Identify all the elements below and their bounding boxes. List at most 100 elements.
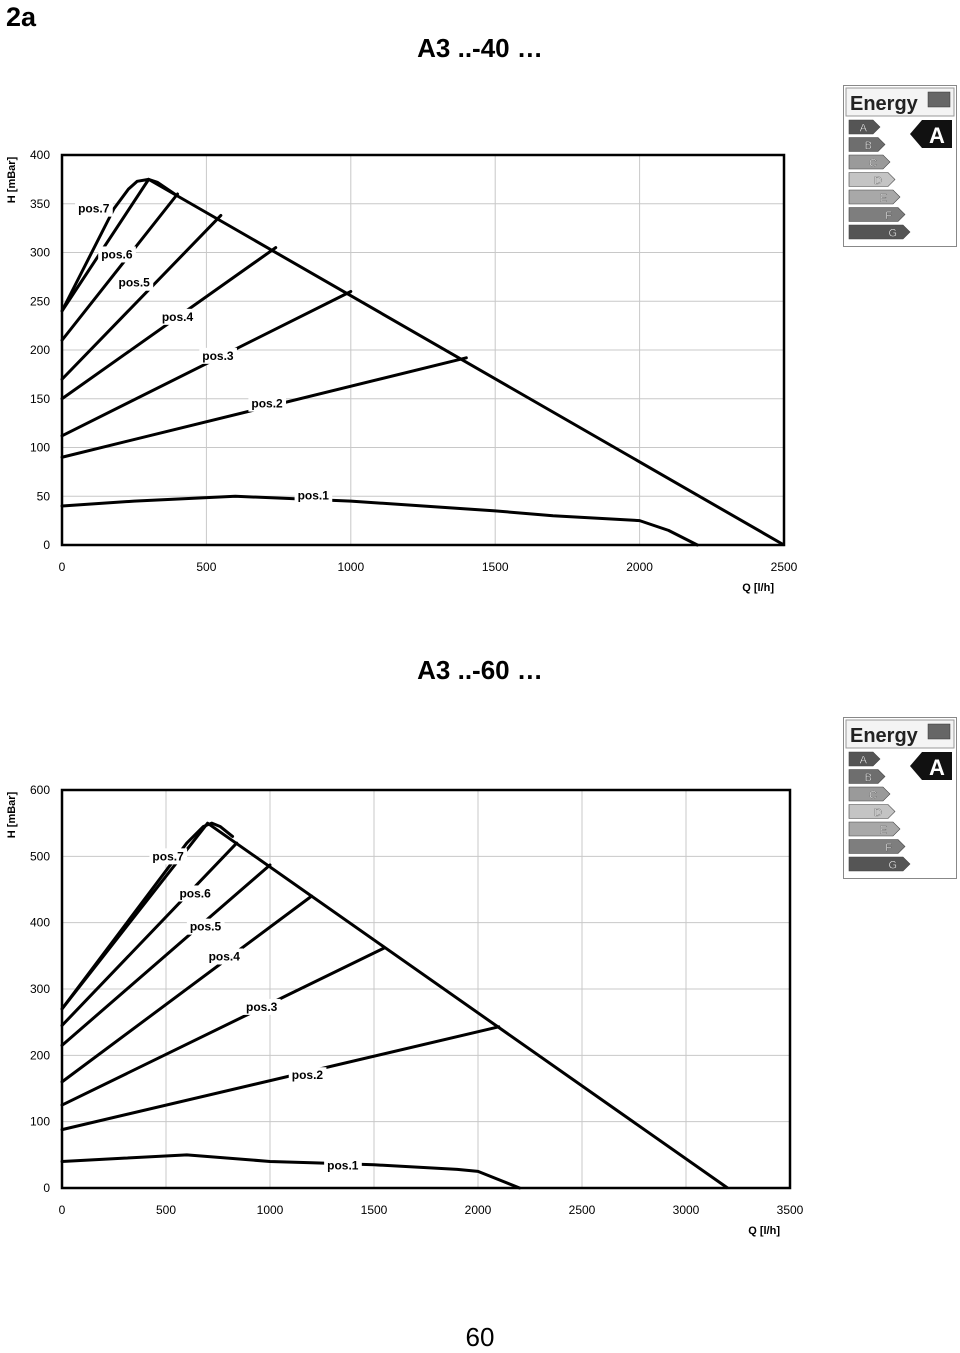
curve-pos-2 [60,1025,501,1132]
svg-text:C: C [869,790,877,802]
curve-pos-3 [60,946,386,1107]
energy-title: Energy [850,725,919,747]
curve-label-pos-4: pos.4 [205,948,244,965]
y-tick-label: 100 [30,1115,50,1129]
curve-pos-7 [60,821,235,1011]
svg-text:pos.6: pos.6 [179,886,211,900]
x-tick-label: 0 [59,560,66,574]
section-label: 2a [6,2,37,32]
curve-label-pos-7: pos.7 [149,848,188,865]
svg-text:pos.4: pos.4 [209,949,241,963]
energy-class-f: F [848,207,906,222]
max-envelope-line [60,821,729,1190]
svg-text:pos.4: pos.4 [162,310,194,324]
svg-text:B: B [865,140,872,152]
svg-text:G: G [888,860,897,872]
energy-class-e: E [848,821,901,837]
eu-flag-icon [927,723,951,740]
curve-pos-6 [60,841,239,1027]
x-tick-label: 2000 [465,1203,492,1217]
svg-text:B: B [865,772,872,784]
y-tick-label: 0 [43,1181,50,1195]
y-tick-label: 150 [30,392,50,406]
svg-text:pos.7: pos.7 [78,202,110,216]
y-axis-title: H [mBar] [6,156,18,203]
curve-pos-1 [60,494,699,547]
svg-text:pos.2: pos.2 [292,1068,324,1082]
energy-class-g: G [848,224,911,240]
y-axis-title: H [mBar] [6,791,18,838]
curve-pos-4 [60,894,314,1084]
y-tick-label: 250 [30,294,50,308]
x-tick-label: 2500 [569,1203,596,1217]
x-tick-label: 500 [156,1203,176,1217]
svg-text:pos.3: pos.3 [202,349,234,363]
plot-frame [60,788,792,1190]
y-tick-label: 350 [30,197,50,211]
y-tick-label: 600 [30,783,50,797]
svg-text:A: A [929,123,945,148]
y-tick-label: 50 [37,489,51,503]
y-tick-label: 200 [30,343,50,357]
svg-text:pos.1: pos.1 [327,1158,359,1172]
x-tick-label: 0 [59,1203,66,1217]
svg-text:pos.3: pos.3 [246,1000,278,1014]
y-tick-label: 0 [43,538,50,552]
svg-text:F: F [885,210,892,222]
curve-label-pos-2: pos.2 [288,1067,327,1084]
curve-label-pos-3: pos.3 [243,998,281,1015]
svg-text:A: A [860,123,868,135]
energy-label-1: Energy A B C D E F G A [843,85,957,247]
curve-pos-5 [60,863,272,1047]
svg-text:pos.5: pos.5 [190,920,222,934]
x-tick-label: 3000 [673,1203,700,1217]
curve-label-pos-1: pos.1 [294,487,333,504]
max-envelope-line [60,177,785,547]
svg-text:pos.2: pos.2 [251,397,283,411]
y-tick-label: 100 [30,441,50,455]
svg-text:D: D [874,807,882,819]
svg-text:G: G [888,228,897,240]
x-tick-label: 2000 [626,560,653,574]
energy-class-d: D [848,172,896,187]
curve-label-pos-6: pos.6 [176,885,215,902]
x-tick-label: 2500 [771,560,798,574]
page-number: 60 [465,1322,495,1352]
x-tick-label: 1500 [482,560,509,574]
eu-flag-icon [927,91,951,108]
energy-class-c: C [848,786,891,802]
x-tick-label: 3500 [777,1203,804,1217]
y-tick-label: 200 [30,1048,50,1062]
curve-pos-7 [60,177,177,313]
svg-text:C: C [869,158,877,170]
curve-pos-6 [60,192,180,342]
energy-class-c: C [848,154,891,170]
energy-label-2: Energy A B C D E F G A [843,717,957,879]
curve-label-pos-2: pos.2 [248,395,287,412]
svg-text:A: A [860,755,868,767]
y-tick-label: 300 [30,982,50,996]
chart-1: 0 500 1000 1500 2000 2500 0 50 100 150 200 250 300 35… [6,148,798,594]
svg-text:pos.7: pos.7 [152,849,184,863]
x-axis-title: Q [l/h] [742,582,774,594]
y-tick-label: 400 [30,916,50,930]
energy-class-b: B [848,769,886,784]
x-tick-label: 500 [196,560,216,574]
x-axis-title: Q [l/h] [748,1225,780,1237]
energy-class-a: A [848,751,881,767]
x-tick-label: 1000 [257,1203,284,1217]
energy-rating-arrow: A [910,752,952,780]
energy-class-d: D [848,804,896,819]
y-tick-label: 500 [30,849,50,863]
curve-label-pos-6: pos.6 [98,246,136,263]
energy-rating-arrow: A [910,120,952,148]
curve-label-pos-5: pos.5 [186,918,225,935]
chart-title-1: A3 ..-40 … [417,33,543,63]
energy-class-a: A [848,119,881,135]
curve-pos-1 [60,1153,522,1190]
plot-frame [60,153,786,547]
curve-label-pos-1: pos.1 [324,1157,362,1174]
energy-class-b: B [848,137,886,152]
energy-title: Energy [850,93,919,115]
energy-class-f: F [848,839,906,854]
